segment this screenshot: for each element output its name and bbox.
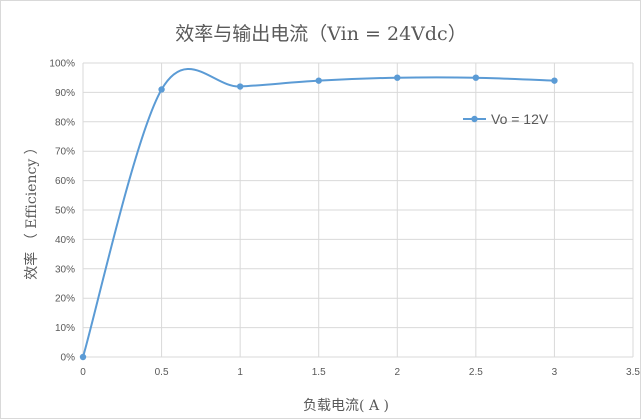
data-point [551,77,558,84]
x-tick-label: 1.5 [312,367,326,378]
x-tick-label: 0.5 [155,367,169,378]
y-tick-label: 90% [55,88,75,99]
y-tick-label: 0% [61,353,76,364]
chart-title: 效率与输出电流（Vin = 24Vdc） [175,23,466,45]
y-tick-label: 60% [55,176,75,187]
data-point [158,86,165,93]
y-tick-label: 80% [55,117,75,128]
y-tick-label: 30% [55,264,75,275]
x-tick-label: 3.5 [626,367,640,378]
y-tick-label: 70% [55,147,75,158]
x-axis-ticks: 0 0.5 1 1.5 2 2.5 3 3.5 [80,367,640,378]
data-point [315,77,322,84]
series-layer [79,67,558,361]
data-point [472,74,480,81]
x-tick-label: 0 [80,367,86,378]
x-axis-title: 负载电流( A ) [303,398,389,414]
x-tick-label: 2.5 [469,367,483,378]
legend-label: Vo = 12V [491,111,549,127]
legend-marker-icon [471,115,478,123]
grid-lines [82,62,634,358]
x-tick-label: 3 [552,367,558,378]
data-point [79,353,87,361]
y-axis-title: 效率 （ Efficiency ） [23,140,40,279]
x-tick-label: 2 [395,367,401,378]
y-tick-label: 50% [55,206,75,217]
x-tick-label: 1 [237,367,243,378]
y-axis-ticks: 0% 10% 20% 30% 40% 50% 60% 70% 80% 90% 100% [49,59,75,364]
y-tick-label: 20% [55,294,75,305]
series-line [82,67,555,358]
y-tick-label: 40% [55,235,75,246]
y-tick-label: 10% [55,323,75,334]
data-point [394,74,401,81]
legend: Vo = 12V [463,111,549,127]
data-point [236,83,244,90]
y-tick-label: 100% [49,59,75,70]
